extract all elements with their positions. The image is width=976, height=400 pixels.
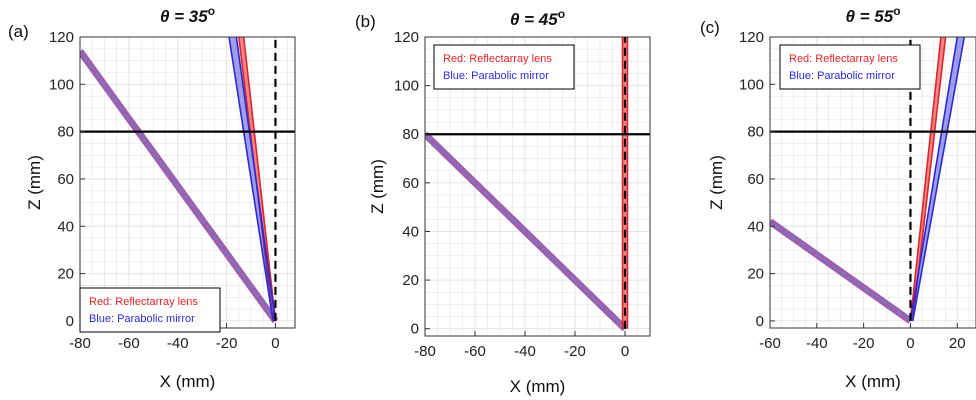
x-tick-label: -80 <box>414 343 436 360</box>
x-axis-label: X (mm) <box>160 372 216 391</box>
x-tick-label: -40 <box>806 335 828 352</box>
plot-content <box>770 37 966 324</box>
blue-ray <box>235 37 277 322</box>
y-tick-label: 100 <box>739 76 764 93</box>
blue-ray <box>909 37 959 322</box>
chart-panel-3: -60 -40 -20 0 20 0 20 40 60 80 100 120 X (mm) Z (mm) (… <box>700 4 976 391</box>
red-ray <box>909 37 942 321</box>
incident-beam-center <box>425 133 626 330</box>
axes-frame <box>424 36 651 337</box>
chart-panel-1: -80 -60 -40 -20 0 0 20 40 60 80 100 120 X (mm) Z (mm)… <box>8 4 296 391</box>
legend: Red: Reflectarray lens Blue: Parabolic mi… <box>779 44 921 90</box>
legend-blue-label: Blue: Parabolic mirror <box>89 313 195 325</box>
y-tick-label: 20 <box>747 266 764 283</box>
y-tick-label: 0 <box>756 313 764 330</box>
y-tick-label: 80 <box>57 124 74 141</box>
x-tick-label: -20 <box>853 335 875 352</box>
y-tick-label: 120 <box>394 29 419 46</box>
y-tick-label: 100 <box>394 78 419 95</box>
y-tick-label: 80 <box>747 124 764 141</box>
blue-ray <box>228 37 274 322</box>
y-axis-label: Z (mm) <box>368 159 387 214</box>
legend-red-label: Red: Reflectarray lens <box>89 296 198 308</box>
chart-title: θ = 55o <box>845 4 900 26</box>
legend-blue-label: Blue: Parabolic mirror <box>443 70 549 82</box>
y-tick-label: 80 <box>402 126 419 143</box>
x-tick-label: 20 <box>949 335 966 352</box>
chart-title-text: θ = 45 <box>510 10 558 29</box>
chart-panel-2: -80 -60 -40 -20 0 0 20 40 60 80 100 120 X (mm) Z (mm)… <box>355 7 651 396</box>
red-ray <box>242 37 277 321</box>
legend-box <box>779 44 921 90</box>
legend-red-label: Red: Reflectarray lens <box>789 53 898 65</box>
chart-title-text: θ = 35 <box>160 7 208 26</box>
x-tick-label: -80 <box>69 335 91 352</box>
legend: Red: Reflectarray lens Blue: Parabolic mi… <box>79 287 221 333</box>
chart-title-superscript: o <box>208 4 215 18</box>
incident-beam-center <box>770 220 911 322</box>
y-axis-label: Z (mm) <box>25 155 44 210</box>
panel-label: (b) <box>355 12 376 31</box>
y-axis-label: Z (mm) <box>707 155 726 210</box>
legend: Red: Reflectarray lens Blue: Parabolic mi… <box>433 44 575 90</box>
chart-title: θ = 45o <box>510 7 565 29</box>
panel-label: (a) <box>8 22 29 41</box>
y-tick-label: 40 <box>57 218 74 235</box>
legend-box <box>79 287 221 333</box>
plot-area <box>80 37 295 328</box>
plot-content <box>425 37 629 332</box>
x-tick-label: 0 <box>271 335 279 352</box>
x-axis-label: X (mm) <box>845 372 901 391</box>
legend-red-label: Red: Reflectarray lens <box>443 53 552 65</box>
y-tick-label: 120 <box>739 29 764 46</box>
y-tick-label: 60 <box>57 171 74 188</box>
x-tick-label: 0 <box>906 335 914 352</box>
legend-blue-label: Blue: Parabolic mirror <box>789 70 895 82</box>
axes-frame <box>769 36 976 329</box>
x-tick-label: -40 <box>514 343 536 360</box>
x-tick-label: -40 <box>167 335 189 352</box>
y-tick-label: 0 <box>411 321 419 338</box>
y-tick-label: 20 <box>57 266 74 283</box>
y-tick-label: 40 <box>747 218 764 235</box>
y-tick-label: 40 <box>402 223 419 240</box>
chart-title-superscript: o <box>558 7 565 21</box>
blue-ray <box>912 37 966 322</box>
x-tick-label: -60 <box>759 335 781 352</box>
x-tick-label: -60 <box>118 335 140 352</box>
y-tick-label: 60 <box>747 171 764 188</box>
y-tick-label: 60 <box>402 175 419 192</box>
y-tick-label: 20 <box>402 272 419 289</box>
y-tick-label: 120 <box>49 29 74 46</box>
x-tick-label: -20 <box>216 335 238 352</box>
plot-content <box>80 37 279 323</box>
chart-title: θ = 35o <box>160 4 215 26</box>
chart-title-text: θ = 55 <box>845 7 893 26</box>
x-axis-label: X (mm) <box>510 377 566 396</box>
x-tick-label: -20 <box>564 343 586 360</box>
y-tick-label: 0 <box>66 313 74 330</box>
incident-beam-center <box>80 50 277 322</box>
y-tick-label: 100 <box>49 76 74 93</box>
x-tick-label: 0 <box>621 343 629 360</box>
legend-box <box>433 44 575 90</box>
panel-label: (c) <box>700 18 720 37</box>
chart-title-superscript: o <box>893 4 900 18</box>
x-tick-label: -60 <box>464 343 486 360</box>
